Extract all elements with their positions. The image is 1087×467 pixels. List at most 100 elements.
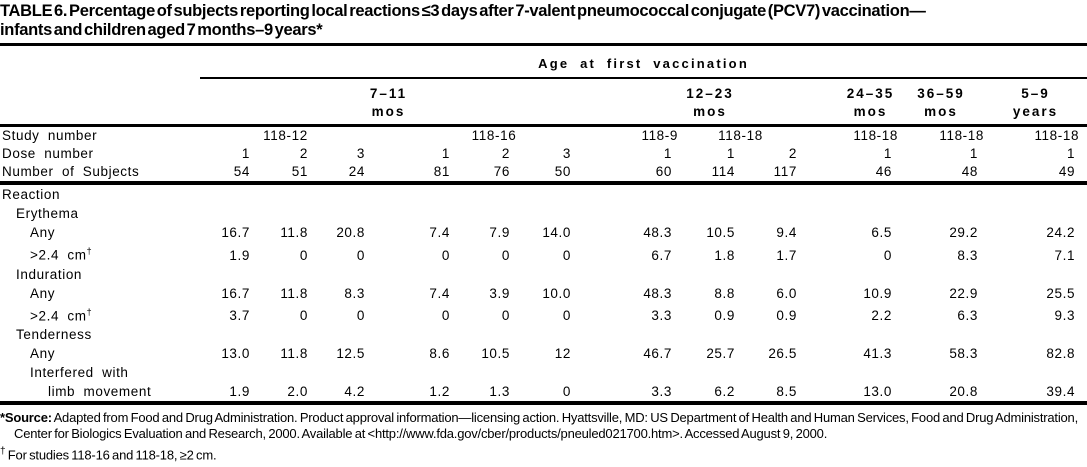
data-cell: 12.5 (336, 346, 365, 361)
data-cell: 0 (501, 247, 510, 263)
data-cell: 8.3 (344, 285, 365, 301)
table-title: TABLE 6. Percentage of subjects reportin… (0, 0, 1087, 46)
data-cell: 39.4 (984, 382, 1087, 405)
row-label-any: Any (30, 285, 56, 301)
data-cell: 22.9 (949, 285, 978, 301)
row-label-tenderness: Tenderness (16, 327, 92, 342)
data-cell: 7.1 (1054, 247, 1076, 263)
age-group-5-9-years: 5–9 years (984, 78, 1087, 127)
study-number-cell: 118-18 (853, 128, 898, 143)
age-at-first-vaccination-header: Age at first vaccination (200, 46, 1087, 79)
subjects-cell: 49 (984, 163, 1087, 185)
subjects-cell: 24 (314, 163, 371, 185)
data-cell: 11.8 (280, 346, 308, 361)
data-cell: 0 (441, 308, 450, 323)
subjects-cell: 54 (200, 163, 256, 185)
data-cell: 46.7 (643, 346, 672, 361)
data-cell: 20.8 (336, 225, 365, 240)
induration-section-row: Induration (0, 265, 1087, 284)
footnotes: *Source: Adapted from Food and Drug Admi… (0, 405, 1087, 463)
data-cell: 2.0 (256, 382, 314, 405)
source-text: Adapted from Food and Drug Administratio… (14, 410, 1078, 441)
data-cell: 10.0 (542, 285, 571, 301)
data-cell: 2.2 (871, 308, 892, 323)
data-cell: 26.5 (768, 346, 797, 361)
data-cell: 3.3 (577, 382, 678, 405)
source-label: Source: (4, 410, 52, 425)
age-group-row: 7–11 mos 12–23 mos 24–35 mos 36–59 mos 5… (0, 78, 1087, 127)
data-cell: 0 (562, 308, 571, 323)
data-cell: 14.0 (542, 225, 571, 240)
data-cell: 6.5 (871, 225, 892, 240)
data-cell: 1.7 (776, 247, 797, 263)
data-cell: 6.0 (776, 285, 797, 301)
data-cell: 29.2 (949, 225, 978, 240)
subjects-cell: 117 (741, 163, 803, 185)
age-group-36-59-mos: 36–59 mos (898, 78, 984, 127)
age-group-7-11-mos: 7–11 mos (200, 78, 577, 127)
age-group-label: 7–11 (369, 86, 408, 101)
study-number-cell: 118-18 (1034, 128, 1080, 143)
data-cell: 3.9 (489, 285, 510, 301)
data-cell: 0 (516, 382, 577, 405)
data-cell: 10.5 (481, 346, 510, 361)
table-title-line2: infants and children aged 7 months–9 yea… (0, 21, 323, 39)
data-cell: 9.4 (776, 225, 797, 240)
dose-cell: 3 (562, 146, 571, 161)
data-cell: 6.7 (651, 247, 672, 263)
row-label-any: Any (30, 225, 56, 240)
age-group-label: 5–9 (1021, 86, 1050, 101)
data-cell: 9.3 (1054, 308, 1076, 323)
data-cell: 48.3 (643, 225, 672, 240)
data-cell: 24.2 (1046, 225, 1076, 240)
data-cell: 10.9 (863, 285, 892, 301)
dagger-marker: † (0, 446, 6, 457)
data-cell: 8.6 (429, 346, 450, 361)
data-cell: 12 (554, 346, 571, 361)
subjects-cell: 51 (256, 163, 314, 185)
limb-movement-row: limb movement 1.9 2.0 4.2 1.2 1.3 0 3.3 … (0, 382, 1087, 405)
data-cell: 58.3 (949, 346, 978, 361)
data-cell: 25.7 (706, 346, 735, 361)
data-cell: 25.5 (1046, 285, 1076, 301)
data-cell: 0 (562, 247, 571, 263)
source-footnote: *Source: Adapted from Food and Drug Admi… (0, 410, 1087, 441)
dagger-footnote: † For studies 118-16 and 118-18, ≥2 cm. (0, 444, 1087, 463)
data-cell: 1.9 (229, 247, 250, 263)
data-cell: 8.5 (741, 382, 803, 405)
row-label-erythema: Erythema (16, 206, 79, 221)
dose-cell: 2 (299, 146, 308, 161)
data-cell: 0 (356, 247, 365, 263)
subjects-cell: 114 (678, 163, 741, 185)
age-group-24-35-mos: 24–35 mos (803, 78, 898, 127)
data-cell: 0 (299, 247, 308, 263)
dose-cell: 1 (883, 146, 892, 161)
data-cell: 0.9 (714, 308, 735, 323)
dose-cell: 2 (501, 146, 510, 161)
data-cell: 10.5 (706, 225, 735, 240)
row-label-reaction: Reaction (2, 187, 61, 202)
row-label-interfered-with: Interfered with (30, 365, 129, 380)
dose-cell: 1 (241, 146, 250, 161)
subjects-cell: 50 (516, 163, 577, 185)
data-cell: 0 (356, 308, 365, 323)
number-of-subjects-row: Number of Subjects 54 51 24 81 76 50 60 … (0, 163, 1087, 185)
data-cell: 16.7 (221, 225, 250, 240)
erythema-section-row: Erythema (0, 204, 1087, 223)
age-group-label: 24–35 (846, 86, 895, 101)
row-label-any: Any (30, 346, 56, 361)
table-title-line1: TABLE 6. Percentage of subjects reportin… (0, 2, 926, 20)
age-group-label: years (1012, 104, 1059, 119)
age-group-12-23-mos: 12–23 mos (577, 78, 803, 127)
data-cell: 13.0 (803, 382, 898, 405)
data-cell: 3.3 (651, 308, 672, 323)
tenderness-any-row: Any 13.0 11.8 12.5 8.6 10.5 12 46.7 25.7… (0, 344, 1087, 363)
study-number-cell: 118-16 (471, 128, 517, 143)
subjects-cell: 76 (456, 163, 516, 185)
data-cell: 1.8 (714, 247, 735, 263)
data-cell: 1.2 (371, 382, 456, 405)
data-cell: 16.7 (221, 285, 250, 301)
tenderness-section-row: Tenderness (0, 325, 1087, 344)
row-label-text: >2.4 cm (30, 247, 87, 263)
